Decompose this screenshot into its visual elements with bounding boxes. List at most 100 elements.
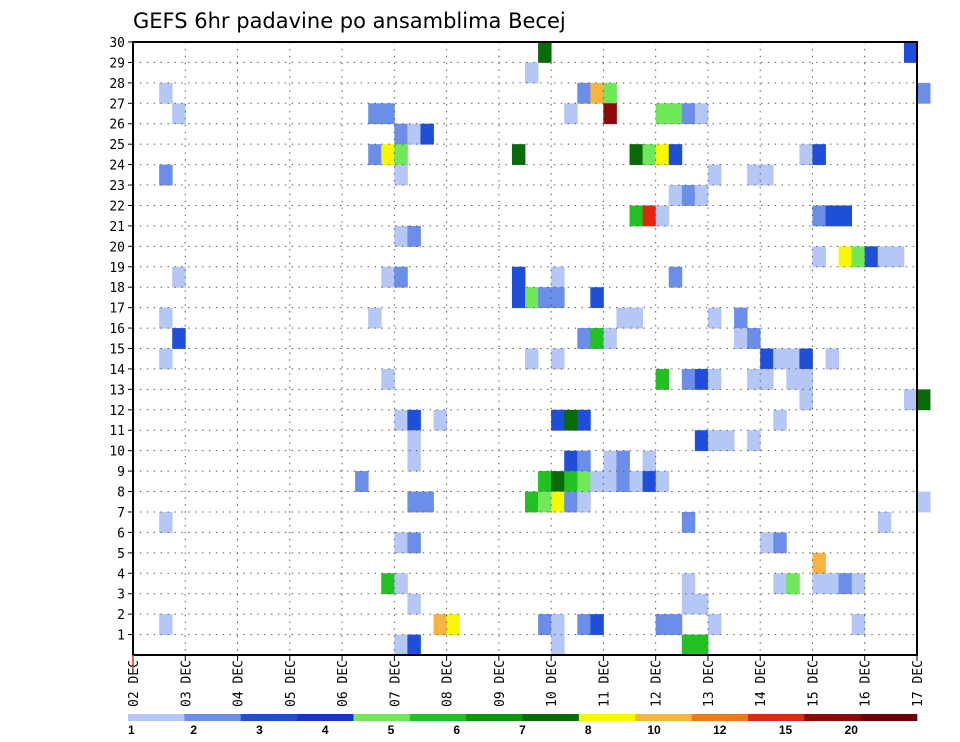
y-tick-label: 21	[109, 220, 125, 235]
colorbar-swatch	[691, 714, 749, 721]
colorbar-swatch	[804, 714, 861, 721]
colorbar-swatch	[409, 714, 467, 721]
y-tick-label: 30	[109, 36, 125, 51]
precip-cell	[538, 471, 552, 492]
precip-cell	[877, 246, 892, 268]
precip-cell	[681, 368, 696, 390]
precip-cell	[773, 348, 787, 370]
precip-cell	[564, 471, 578, 492]
grid-lines	[133, 42, 917, 655]
colorbar-label: 6	[453, 723, 460, 737]
precip-cell	[394, 144, 408, 165]
precip-cell	[812, 246, 826, 268]
precip-cell	[525, 62, 539, 84]
precip-cell	[551, 491, 565, 513]
precip-cell	[838, 573, 853, 595]
precip-cell	[381, 144, 395, 165]
precip-cell	[694, 185, 709, 206]
precip-cell	[786, 573, 800, 595]
precip-cell	[551, 471, 565, 492]
y-tick-label: 26	[109, 118, 125, 133]
precip-cell	[642, 471, 657, 492]
precip-cell	[681, 593, 696, 615]
precip-cell	[525, 348, 539, 370]
y-tick-label: 7	[117, 506, 125, 521]
precip-cell	[655, 614, 670, 635]
precip-cell	[446, 614, 461, 635]
precip-cell	[564, 409, 578, 431]
y-tick-label: 12	[109, 404, 125, 419]
y-tick-label: 18	[109, 281, 125, 296]
colorbar-swatch	[522, 714, 580, 721]
colorbar-label: 3	[256, 723, 263, 737]
precip-cell	[681, 103, 696, 125]
precip-cell	[694, 430, 709, 452]
precip-cell	[694, 593, 709, 615]
x-tick-label: 05 DEC	[284, 660, 299, 707]
colorbar: 1 2 3 4 5 6 7 8 10 12 15 20	[128, 714, 918, 737]
precip-cell	[577, 450, 591, 472]
precip-cell	[172, 328, 186, 349]
precip-cell	[577, 328, 591, 349]
precip-cell	[394, 164, 408, 186]
y-tick-label: 9	[117, 465, 125, 480]
precip-cell	[381, 368, 395, 390]
y-tick-label: 15	[109, 343, 125, 358]
y-tick-label: 3	[117, 588, 125, 603]
precip-cell	[799, 348, 813, 370]
precip-cell	[394, 266, 408, 288]
precip-cell	[681, 185, 696, 206]
precip-cell	[616, 471, 630, 492]
precip-cell	[668, 103, 683, 125]
precip-cell	[707, 307, 722, 329]
precip-cell	[577, 409, 591, 431]
precip-cell	[577, 82, 591, 104]
colorbar-swatch	[353, 714, 411, 721]
colorbar-swatch	[578, 714, 636, 721]
precip-cell	[655, 144, 670, 165]
precip-cell	[694, 103, 709, 125]
precip-cell	[551, 287, 565, 309]
precip-cell	[799, 144, 813, 165]
precip-cell	[760, 532, 774, 554]
precip-cell	[511, 144, 526, 165]
colorbar-swatch	[747, 714, 805, 721]
precip-cell	[511, 266, 526, 288]
precip-cell	[668, 614, 683, 635]
precip-cell	[564, 103, 578, 125]
precip-cell	[812, 552, 826, 574]
precip-cell	[159, 511, 173, 533]
precip-cell	[368, 103, 382, 125]
colorbar-label: 5	[388, 723, 395, 737]
precip-cell	[917, 82, 931, 104]
y-tick-label: 16	[109, 322, 125, 337]
precip-cell	[681, 573, 696, 595]
precip-cell	[825, 205, 839, 227]
precip-cell	[172, 266, 186, 288]
precip-cell	[603, 103, 617, 125]
precip-cell	[394, 123, 408, 145]
precip-cell	[773, 532, 787, 554]
precip-cell	[838, 246, 853, 268]
y-tick-label: 24	[109, 159, 125, 174]
precip-cell	[381, 103, 395, 125]
precip-cell	[838, 205, 853, 227]
precip-cell	[551, 348, 565, 370]
precip-cell	[629, 144, 643, 165]
precip-cell	[668, 266, 683, 288]
precip-cell	[590, 471, 604, 492]
precip-cell	[917, 491, 931, 513]
x-tick-label: 17 DEC	[911, 660, 926, 707]
y-tick-label: 6	[117, 526, 125, 541]
precip-cell	[812, 144, 826, 165]
precip-cell	[786, 368, 800, 390]
x-tick-label: 07 DEC	[388, 660, 403, 707]
colorbar-swatch	[635, 714, 692, 721]
precip-cell	[368, 307, 382, 329]
x-tick-label: 09 DEC	[493, 660, 508, 707]
precip-cell	[420, 491, 434, 513]
precip-cell	[394, 409, 408, 431]
precip-cell	[564, 450, 578, 472]
precip-cell	[799, 368, 813, 390]
